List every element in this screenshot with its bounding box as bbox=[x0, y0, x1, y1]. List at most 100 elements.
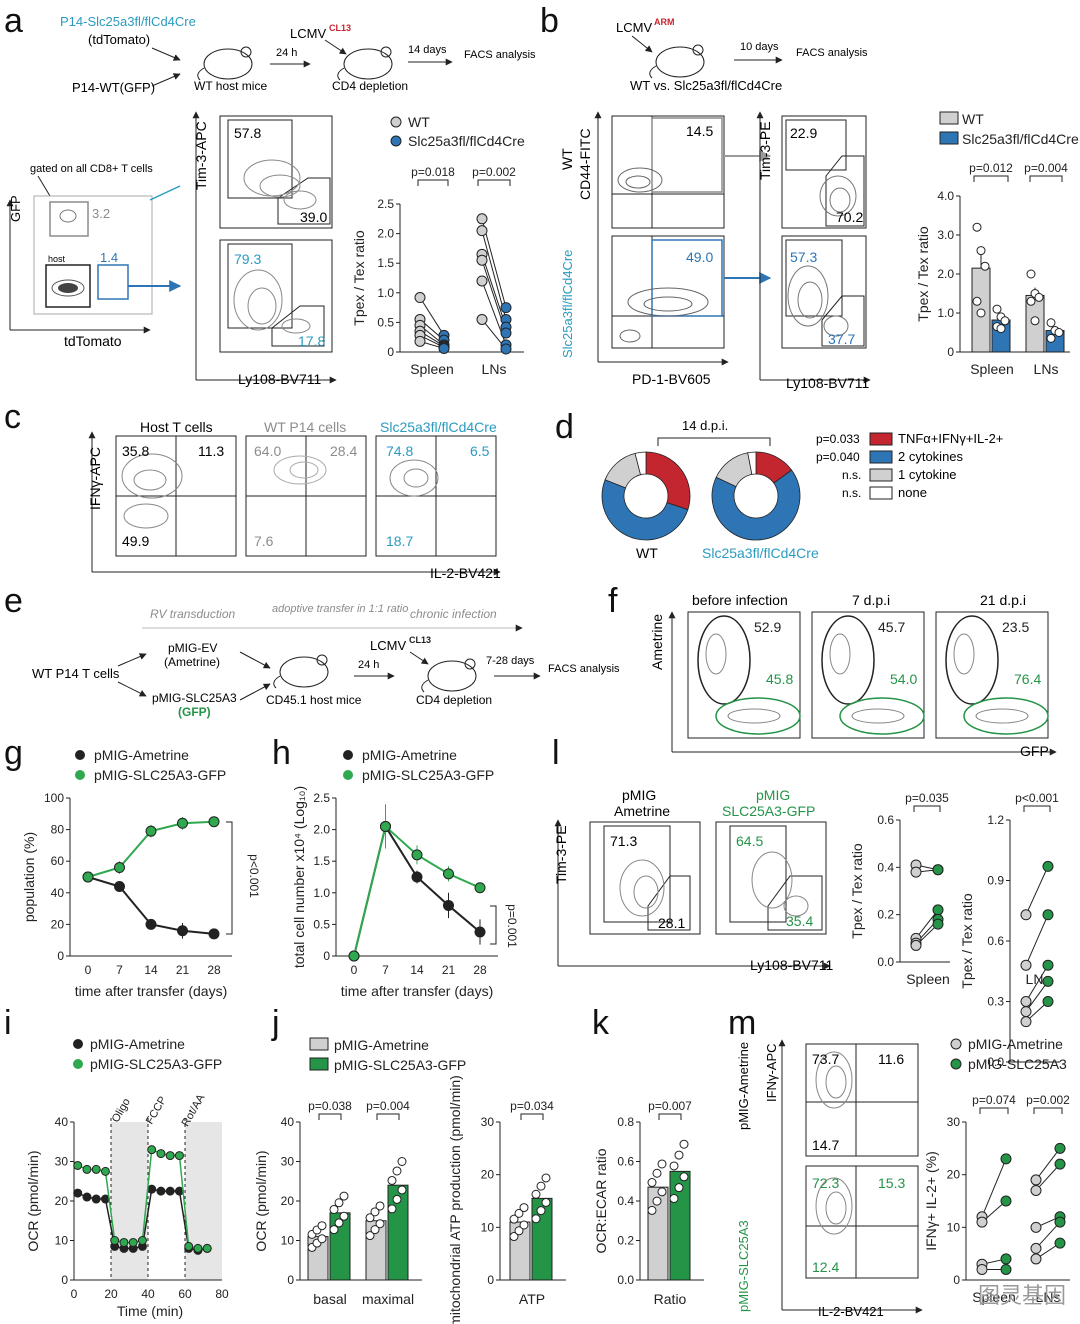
e-slc-sub: (GFP) bbox=[178, 705, 211, 719]
k-chart-point bbox=[674, 1150, 684, 1160]
a-chart-point-wt bbox=[476, 275, 488, 287]
m-chart-point-ametrine bbox=[1030, 1174, 1042, 1186]
d-legend-l1: TNFα+IFNγ+IL-2+ bbox=[898, 431, 1003, 446]
i-chart-point bbox=[137, 1236, 147, 1245]
b-chart-point bbox=[992, 304, 1002, 314]
i-chart-x-tick-label: 0 bbox=[71, 1287, 78, 1301]
b-chart-point bbox=[980, 261, 990, 271]
h-chart-point bbox=[411, 849, 423, 861]
l-col1-b: Ametrine bbox=[614, 803, 670, 819]
m-chart-y-tick-label: 10 bbox=[947, 1220, 961, 1234]
d-legend-l2: 2 cytokines bbox=[898, 449, 964, 464]
j-chart-ocr-point bbox=[317, 1234, 327, 1244]
j-chart-atp-point bbox=[531, 1214, 541, 1224]
mouse-icon bbox=[421, 658, 477, 693]
i-chart-point bbox=[91, 1194, 101, 1204]
a-chart-y-tick-label: 1.5 bbox=[377, 256, 394, 270]
g-legend-2: pMIG-SLC25A3-GFP bbox=[94, 767, 226, 783]
a-bot-tim3: 79.3 bbox=[234, 251, 261, 267]
b-row2: Slc25a3fl/flCd4Cre bbox=[560, 250, 575, 358]
j-legend-swatch-2 bbox=[309, 1057, 329, 1071]
g-chart-point bbox=[114, 880, 125, 892]
panel-e-schematic: RV transduction adoptive transfer in 1:1… bbox=[32, 603, 620, 719]
e-facs: FACS analysis bbox=[548, 663, 620, 675]
j-chart-ocr-point bbox=[397, 1185, 407, 1195]
j-chart-atp-point bbox=[509, 1214, 519, 1224]
b-infection: LCMV bbox=[616, 20, 652, 35]
b-legend-wt: WT bbox=[962, 111, 984, 127]
l-chart-lns-point-ametrine bbox=[1020, 959, 1032, 971]
j-chart-ocr-point bbox=[317, 1221, 327, 1231]
b-chart-x-label: LNs bbox=[1034, 361, 1059, 377]
d-legend-p3: n.s. bbox=[842, 468, 861, 482]
panel-letter-g: g bbox=[4, 734, 23, 772]
a-chart-pvalue: p=0.018 bbox=[411, 165, 455, 179]
m-xaxis: IL-2-BV421 bbox=[818, 1304, 884, 1319]
i-chart-point bbox=[174, 1151, 184, 1161]
h-chart-x-tick-label: 0 bbox=[351, 963, 358, 977]
a-xaxis-td: tdTomato bbox=[64, 333, 122, 349]
g-legend-1: pMIG-Ametrine bbox=[94, 747, 189, 763]
a-facs: FACS analysis bbox=[464, 49, 536, 61]
j-chart-ocr-x-label: basal bbox=[313, 1291, 346, 1307]
k-chart-point bbox=[674, 1183, 684, 1193]
l-chart-spleen-y-tick-label: 0.4 bbox=[877, 860, 894, 874]
d-label-wt: WT bbox=[636, 545, 658, 561]
e-source: WT P14 T cells bbox=[32, 666, 120, 681]
panel-letter-m: m bbox=[728, 1004, 757, 1042]
i-chart-point bbox=[156, 1186, 166, 1196]
b-chart-bracket bbox=[973, 175, 1009, 182]
a-chart-point-wt bbox=[414, 335, 426, 347]
i-chart-point bbox=[147, 1184, 157, 1194]
g-chart-point bbox=[145, 918, 157, 930]
i-chart-injection-shade bbox=[185, 1122, 222, 1280]
d-legend-l4: none bbox=[898, 485, 927, 500]
m-chart-pvalue: p=0.074 bbox=[972, 1093, 1016, 1107]
i-chart-point bbox=[91, 1164, 101, 1174]
panel-letter-h: h bbox=[272, 734, 291, 772]
j-chart-ocr-point bbox=[370, 1207, 380, 1217]
panel-a-schematic: P14-Slc25a3fl/flCd4Cre (tdTomato) P14-WT… bbox=[60, 14, 536, 95]
b-chart-y-tick-label: 3.0 bbox=[937, 228, 954, 242]
a-host: WT host mice bbox=[194, 79, 267, 93]
panel-letter-b: b bbox=[540, 2, 559, 40]
b-wt-ly108: 70.2 bbox=[836, 209, 863, 225]
m-chart-y-tick-label: 0 bbox=[953, 1273, 960, 1287]
j-chart-ocr-point bbox=[334, 1218, 344, 1228]
j-chart-ocr-bracket bbox=[376, 1113, 400, 1120]
c-title-ko: Slc25a3fl/flCd4Cre bbox=[380, 419, 497, 435]
l-chart-spleen-x-label: Spleen bbox=[906, 971, 950, 987]
b-chart-point bbox=[976, 246, 986, 256]
l-chart-lns-y-tick-label: 0.9 bbox=[987, 874, 1004, 888]
a-chart-point-wt bbox=[476, 254, 488, 266]
j-chart-ocr-point bbox=[370, 1225, 380, 1235]
l-slc-ly108: 35.4 bbox=[786, 913, 813, 929]
j-chart-atp-point bbox=[514, 1208, 524, 1218]
b-chart-pvalue: p=0.004 bbox=[1024, 161, 1068, 175]
h-chart-y-tick-label: 1.5 bbox=[313, 854, 330, 868]
h-chart-pvalue: p=0.001 bbox=[505, 904, 519, 948]
mouse-icon bbox=[197, 46, 253, 81]
m-legend-swatch-2 bbox=[950, 1058, 962, 1070]
m-amet-q3: 14.7 bbox=[812, 1137, 839, 1153]
i-chart-injection-label: FCCP bbox=[144, 1095, 169, 1127]
a-chart-pair-line bbox=[419, 297, 445, 336]
m-row1: pMIG-Ametrine bbox=[736, 1042, 751, 1130]
l-chart-spleen-y-tick-label: 0.6 bbox=[877, 813, 894, 827]
g-chart-x-tick-label: 0 bbox=[85, 963, 92, 977]
b-pd1-axis: PD-1-BV605 bbox=[632, 371, 711, 387]
panel-d: 14 d.p.i. WT Slc25a3fl/flCd4Cre p=0.033 … bbox=[636, 418, 1003, 561]
c-host-q1: 35.8 bbox=[122, 443, 149, 459]
m-chart-point-ametrine bbox=[1030, 1242, 1042, 1254]
panel-letter-f: f bbox=[608, 582, 618, 620]
b-wt-tim3: 22.9 bbox=[790, 125, 817, 141]
m-chart-pair-line bbox=[981, 1158, 1007, 1217]
m-chart-point-slc bbox=[1000, 1263, 1012, 1275]
i-chart-point bbox=[156, 1149, 166, 1159]
g-chart-x-label: time after transfer (days) bbox=[75, 983, 228, 999]
m-chart-bracket bbox=[979, 1107, 1009, 1114]
h-legend-swatch-1 bbox=[343, 750, 353, 760]
k-chart-x-label: Ratio bbox=[654, 1291, 687, 1307]
m-slc-q2: 15.3 bbox=[878, 1175, 905, 1191]
b-ko-ly108: 37.7 bbox=[828, 331, 855, 347]
